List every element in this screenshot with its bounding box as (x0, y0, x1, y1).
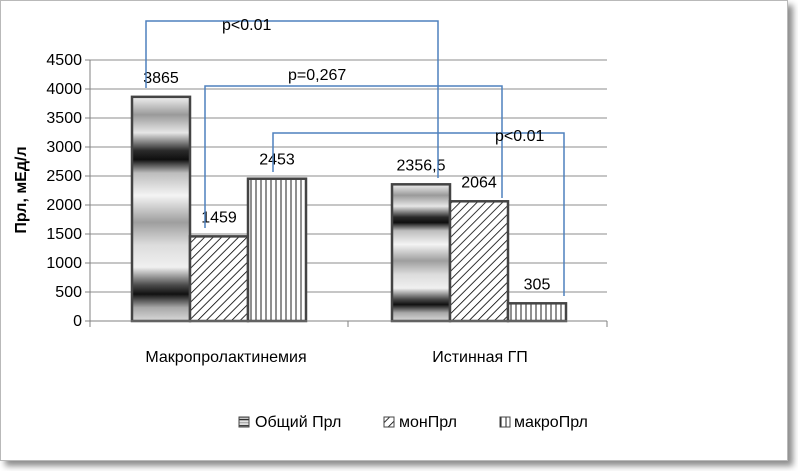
y-tick-label: 500 (55, 284, 82, 301)
legend-swatch (383, 416, 395, 428)
y-tick-label: 4000 (46, 81, 82, 98)
y-tick-label: 1500 (46, 226, 82, 243)
y-tick-label: 2500 (46, 168, 82, 185)
data-label: 1459 (201, 209, 237, 226)
y-tick-label: 4500 (46, 52, 82, 69)
data-label: 305 (524, 276, 551, 293)
bar-2-1 (188, 235, 250, 323)
significance-bracket (272, 132, 565, 296)
significance-bracket (145, 20, 439, 178)
y-tick-label: 1000 (46, 255, 82, 272)
significance-label: p=0,267 (288, 67, 346, 84)
data-label: 3865 (143, 70, 179, 87)
bar-3-2 (506, 302, 568, 323)
significance-bracket (204, 85, 503, 228)
legend-swatch (499, 416, 511, 428)
legend-label: Общий Прл (255, 414, 341, 431)
legend-swatch (238, 416, 250, 428)
data-label: 2356,5 (397, 157, 446, 174)
bars (130, 95, 568, 323)
y-tick-label: 3500 (46, 110, 82, 127)
y-tick-label: 2000 (46, 197, 82, 214)
y-axis-title: Прл, мЕд/л (13, 146, 30, 233)
data-label: 2453 (259, 152, 295, 169)
y-tick-label: 0 (73, 313, 82, 330)
bar-1-2 (390, 183, 452, 323)
legend: Общий Прл монПрл макроПрл (238, 414, 588, 431)
significance-label: p<0.01 (222, 17, 271, 34)
legend-label: макроПрл (514, 414, 588, 431)
axes (85, 59, 608, 327)
labels: 0 500 1000 1500 2000 2500 3000 3500 4000 4500 Макр… (13, 52, 550, 366)
legend-label: монПрл (399, 414, 457, 431)
bar-1-1 (130, 95, 192, 323)
data-label: 2064 (461, 174, 497, 191)
significance-label: p<0.01 (495, 128, 544, 145)
significance-brackets: p<0.01 p=0,267 p<0.01 (145, 17, 565, 296)
bar-3-1 (246, 177, 308, 323)
category-label: Истинная ГП (432, 349, 528, 366)
bar-2-2 (448, 200, 510, 323)
y-tick-label: 3000 (46, 139, 82, 156)
category-label: Макропролактинемия (145, 349, 306, 366)
